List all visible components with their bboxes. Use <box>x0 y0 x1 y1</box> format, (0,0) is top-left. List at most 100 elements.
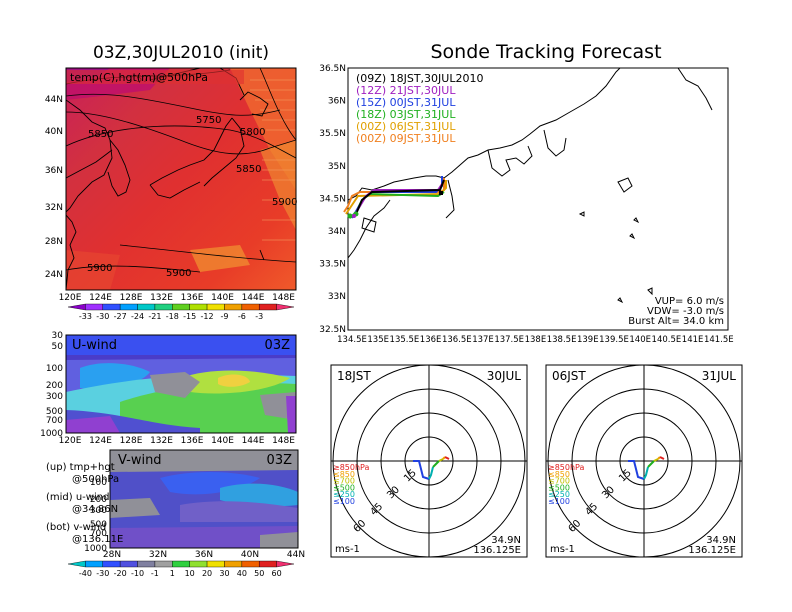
vwind-label: V-wind <box>118 453 162 468</box>
colorbar-label: -3 <box>255 312 263 321</box>
lon-tick-label: 128E <box>120 293 143 303</box>
lon-tick-label: 137E <box>472 335 494 345</box>
vwind-time: 03Z <box>267 453 293 468</box>
lat-tick-label: 28N <box>45 237 63 247</box>
panel-notes: (up) tmp+hgt@500hPa (mid) u-wind@34.86N (b… <box>46 462 123 545</box>
colorbar-swatch <box>241 560 260 568</box>
lat-tick-label: 40N <box>241 550 259 560</box>
lon-tick-label: 120E <box>59 293 82 303</box>
temp-label-bg <box>66 70 244 84</box>
colorbar-label: -9 <box>220 312 228 321</box>
lon-tick-label: 128E <box>120 436 143 446</box>
hodo-trace-700 <box>653 458 659 462</box>
lat-tick-label: 35.5N <box>319 129 346 139</box>
vwind-patches <box>110 450 298 548</box>
lon-tick-label: 137.5E <box>494 335 524 345</box>
colorbar-label: 1 <box>170 569 175 578</box>
hodo-date: 31JUL <box>702 369 737 383</box>
colorbar-label: 10 <box>185 569 195 578</box>
lon-tick-label: 135E <box>367 335 389 345</box>
contour-label: 5900 <box>272 197 297 208</box>
hodo-legend-entry: ≤850 <box>333 470 355 479</box>
pressure-tick-label: 1000 <box>40 429 63 439</box>
uwind-x-labels: 120E 124E 128E 132E 136E 140E 144E 148E <box>59 436 296 446</box>
colorbar-label: -10 <box>131 569 144 578</box>
track-map: (09Z) 18JST,30JUL2010(12Z) 21JST,30JUL(1… <box>319 64 733 345</box>
track-lat-labels: 36.5N 36N 35.5N 35N 34.5N 34N 33.5N 33N 32.5N <box>319 64 346 335</box>
contour-label: 5750 <box>196 115 221 126</box>
lon-tick-label: 132E <box>150 436 173 446</box>
lon-tick-label: 144E <box>242 293 265 303</box>
hodo-legend-entry: ≤700 <box>333 477 355 486</box>
colorbar-swatch <box>172 560 190 568</box>
temp-lat-labels: 44N 40N 36N 32N 28N 24N <box>45 95 63 280</box>
contour-label: 5800 <box>240 127 265 138</box>
colorbar-swatch <box>119 560 138 568</box>
pressure-tick-label: 300 <box>46 392 63 402</box>
lon-tick-label: 132E <box>150 293 173 303</box>
note-line: (up) tmp+hgt <box>46 462 115 473</box>
pressure-tick-label: 500 <box>46 407 63 417</box>
colorbar-swatch <box>189 560 208 568</box>
pressure-tick-label: 50 <box>52 342 64 352</box>
lon-tick-label: 136E <box>181 293 204 303</box>
colorbar-swatch <box>224 303 243 311</box>
colorbar-swatch <box>172 303 190 311</box>
temp-colorbar: -33 -30 -27 -24 -21 -18 -15 -12 -9 -6 -3 <box>67 303 295 321</box>
contour-label: 5900 <box>166 268 191 279</box>
colorbar-swatch <box>224 560 243 568</box>
param-line: VUP= 6.0 m/s <box>655 296 724 307</box>
hodo-unit: ms-1 <box>550 544 575 555</box>
colorbar-label: -12 <box>201 312 214 321</box>
pressure-tick-label: 200 <box>90 495 107 505</box>
note-line: @136.11E <box>72 534 123 545</box>
hodo-trace-500 <box>647 460 655 468</box>
colorbar-swatch <box>67 560 86 568</box>
lat-tick-label: 24N <box>45 270 63 280</box>
lon-tick-label: 148E <box>272 436 295 446</box>
legend-entry: (00Z) 06JST,31JUL <box>356 120 456 133</box>
hodo-lon: 136.125E <box>473 545 521 556</box>
hodo-legend-entry: ≥850hPa <box>548 463 585 472</box>
colorbar-label: -15 <box>183 312 196 321</box>
contour-label: 5850 <box>88 129 113 140</box>
hodo-legend-entry: ≤500 <box>333 483 355 492</box>
hodo-trace-100 <box>413 460 430 480</box>
hodo-trace-500 <box>432 460 440 468</box>
pressure-tick-label: 300 <box>90 506 107 516</box>
hodo-grid <box>546 365 742 557</box>
colorbar-label: 60 <box>272 569 282 578</box>
legend-entry: (09Z) 18JST,30JUL2010 <box>356 72 483 85</box>
colorbar-label: -27 <box>114 312 127 321</box>
lon-tick-label: 140E <box>211 293 234 303</box>
hodo-trace-250 <box>643 466 649 480</box>
hodo-trace-sfc <box>659 456 665 460</box>
lat-tick-label: 36N <box>195 550 213 560</box>
uwind-frame <box>65 334 297 434</box>
lon-tick-label: 136E <box>420 335 442 345</box>
uwind-time: 03Z <box>265 338 291 353</box>
hodo-trace-sfc <box>444 456 450 460</box>
contour-label: 5850 <box>236 164 261 175</box>
contour-label: 5900 <box>87 263 112 274</box>
lon-tick-label: 139.5E <box>599 335 629 345</box>
lat-tick-label: 35N <box>328 162 346 172</box>
hodo-legend-entry: ≥850hPa <box>333 463 370 472</box>
hodo-legend-entry: ≤700 <box>548 477 570 486</box>
track-frame <box>347 67 729 331</box>
colorbar-swatch <box>85 303 103 311</box>
note-line: (bot) v-wind <box>46 522 106 533</box>
track-lon-labels: 134.5E 135E 135.5E 136E 136.5E 137E 137.5E 138E… <box>337 335 734 345</box>
colorbar-swatch <box>206 560 225 568</box>
colorbar-swatch <box>189 303 208 311</box>
hodo-lat: 34.9N <box>491 535 521 546</box>
hodo-legend-entry: ≤250 <box>548 490 570 499</box>
hodo-grid <box>331 365 527 557</box>
param-line: VDW= -3.0 m/s <box>647 306 724 317</box>
pressure-tick-label: 100 <box>90 478 107 488</box>
